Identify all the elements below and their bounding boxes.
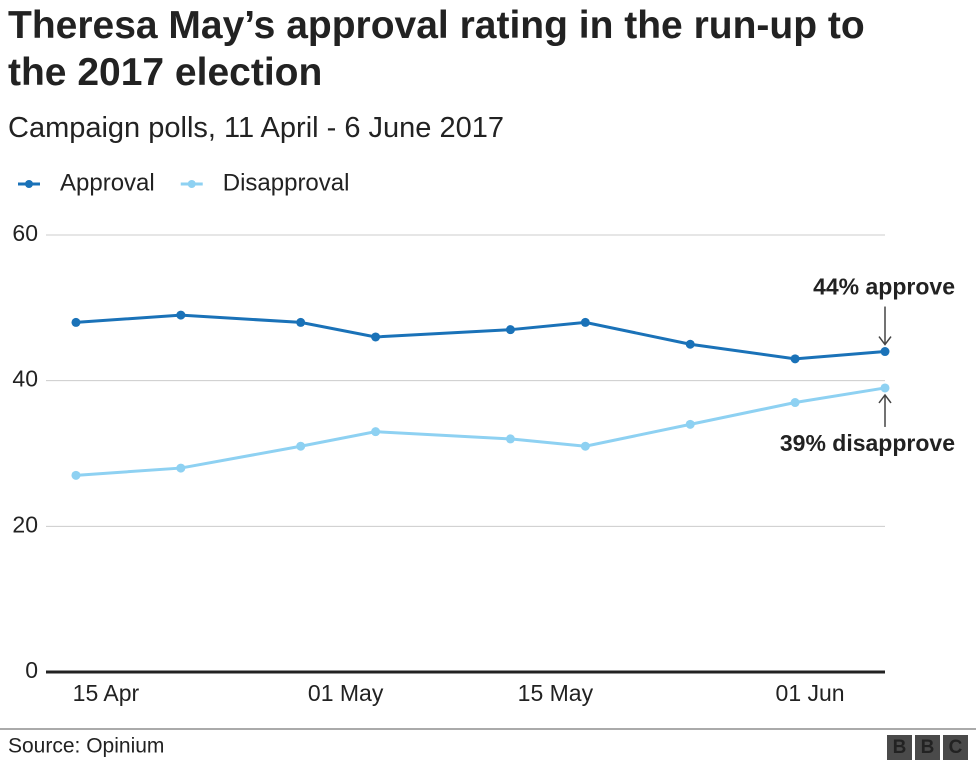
legend-item: Approval: [18, 169, 155, 196]
data-point: [880, 383, 890, 393]
data-point: [580, 317, 590, 327]
data-point: [880, 347, 890, 357]
legend-marker: [25, 180, 33, 188]
data-point: [790, 398, 800, 408]
annotation-arrowhead: [878, 393, 892, 404]
series-line: [75, 386, 886, 477]
legend-item: Disapproval: [180, 169, 350, 196]
data-point: [685, 339, 695, 349]
legend-label: Approval: [60, 169, 155, 196]
logo-box: [915, 735, 940, 760]
data-point: [580, 441, 590, 451]
annotation: 44% approve: [813, 274, 955, 300]
logo-box: [943, 735, 968, 760]
x-tick-label: 01 May: [308, 680, 384, 706]
annotation-arrowhead: [878, 336, 892, 346]
y-tick-label: 20: [12, 511, 38, 537]
source: Source: Opinium: [8, 735, 164, 758]
logo-letter: B: [893, 737, 907, 758]
data-point: [296, 317, 306, 327]
logo-letter: B: [921, 737, 935, 758]
data-point: [371, 332, 381, 342]
y-tick-label: 60: [12, 220, 38, 246]
y-tick-label: 0: [25, 657, 38, 683]
legend-marker: [187, 180, 196, 188]
data-point: [685, 419, 695, 429]
data-point: [505, 325, 515, 335]
chart-subtitle: Campaign polls, 11 April - 6 June 2017: [8, 112, 504, 144]
x-tick-label: 15 Apr: [73, 680, 140, 706]
data-point: [176, 463, 186, 473]
data-point: [371, 427, 381, 437]
x-tick-label: 01 Jun: [776, 680, 845, 706]
y-tick-label: 40: [12, 366, 38, 392]
logo-box: [887, 735, 912, 760]
legend-label: Disapproval: [223, 169, 350, 196]
series-line: [75, 313, 886, 361]
x-tick-label: 15 May: [518, 680, 594, 706]
chart-title: Theresa May’s approval rating in the run…: [8, 4, 865, 94]
data-point: [71, 317, 81, 327]
data-point: [71, 470, 81, 480]
annotation: 39% disapprove: [780, 430, 955, 456]
data-point: [296, 441, 306, 451]
data-point: [176, 310, 186, 320]
data-point: [790, 354, 800, 364]
logo-letter: C: [949, 737, 963, 758]
data-point: [505, 434, 515, 444]
